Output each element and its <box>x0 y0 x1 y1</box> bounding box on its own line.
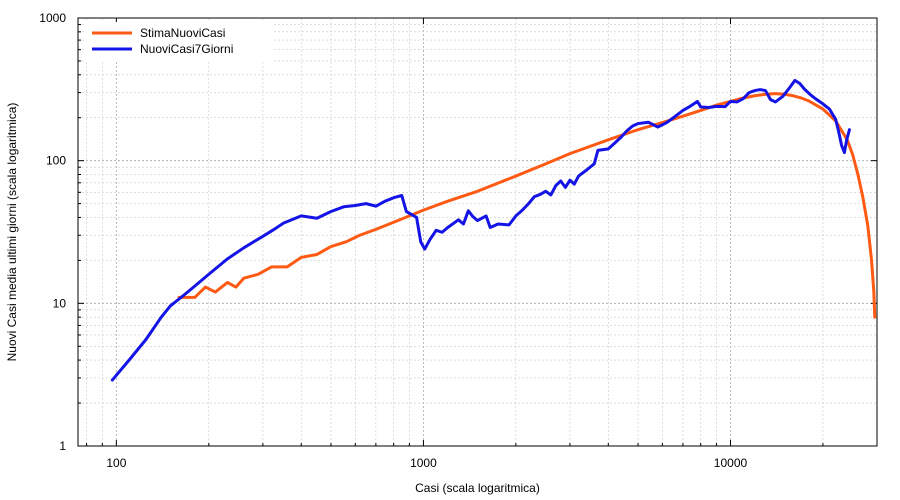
series-line-nuovicasi7giorni <box>110 78 851 382</box>
legend: StimaNuoviCasi NuoviCasi7Giorni <box>84 22 274 62</box>
legend-label-stima: StimaNuoviCasi <box>140 26 225 40</box>
y-tick-label: 1000 <box>39 11 66 25</box>
legend-label-nuovicasi: NuoviCasi7Giorni <box>140 42 233 56</box>
x-tick-label: 1000 <box>410 456 437 470</box>
series-lines <box>110 78 877 382</box>
x-tick-label: 10000 <box>714 456 748 470</box>
y-tick-label: 100 <box>46 154 66 168</box>
x-axis-title: Casi (scala logaritmica) <box>415 481 540 495</box>
x-tick-label: 100 <box>106 456 126 470</box>
axis-ticks: 100 1000 10000 1 10 100 1000 <box>39 11 878 470</box>
y-tick-label: 10 <box>53 296 67 310</box>
plot-area <box>77 17 878 447</box>
y-tick-label: 1 <box>59 439 66 453</box>
legend-box <box>84 22 274 62</box>
grid <box>78 18 878 446</box>
y-axis-title: Nuovi Casi media ultimi giorni (scala lo… <box>5 103 19 362</box>
